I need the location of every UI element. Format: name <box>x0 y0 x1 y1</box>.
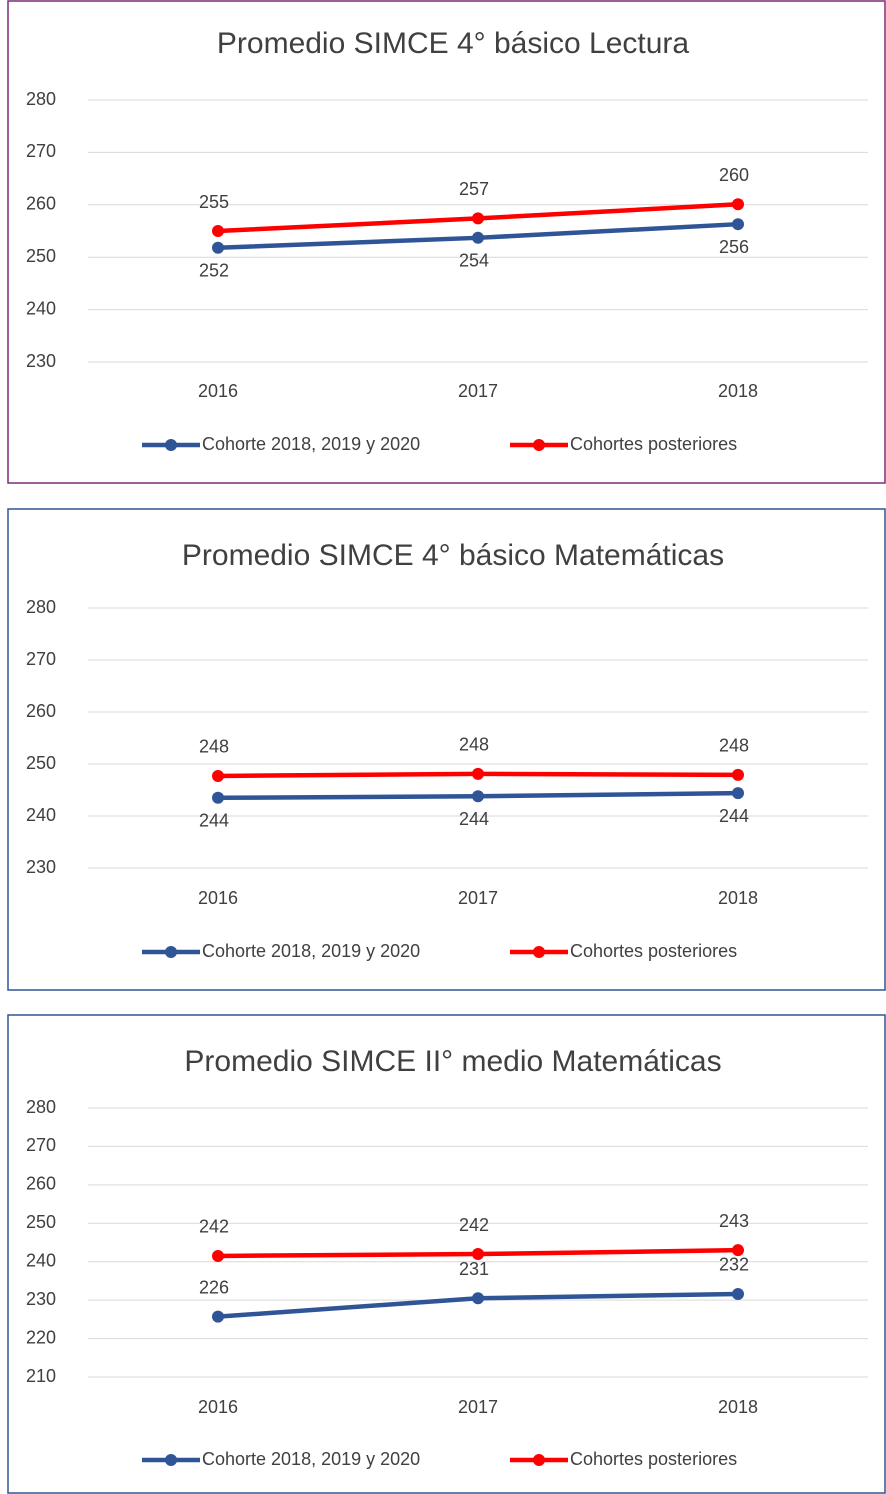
point <box>212 1249 224 1262</box>
point <box>212 241 224 254</box>
legend-marker <box>165 946 177 958</box>
legend-marker <box>165 439 177 451</box>
point <box>732 198 744 211</box>
x-tick-label: 2017 <box>458 1397 498 1417</box>
point <box>212 225 224 237</box>
y-tick-label: 230 <box>26 351 56 371</box>
point <box>472 1292 484 1305</box>
point <box>212 791 224 804</box>
y-tick-label: 240 <box>26 298 56 318</box>
y-tick-label: 280 <box>26 1097 56 1117</box>
point <box>212 1310 224 1323</box>
legend-label: Cohortes posteriores <box>570 434 737 454</box>
point <box>472 212 484 225</box>
x-tick-label: 2017 <box>458 888 498 908</box>
data-label: 254 <box>459 251 489 271</box>
x-tick-label: 2016 <box>198 888 238 908</box>
y-tick-label: 280 <box>26 89 56 109</box>
data-label: 257 <box>459 179 489 199</box>
data-label: 252 <box>199 261 229 281</box>
y-tick-label: 240 <box>26 1250 56 1270</box>
y-tick-label: 250 <box>26 246 56 266</box>
point <box>732 218 744 231</box>
point <box>732 768 744 781</box>
legend-label: Cohorte 2018, 2019 y 2020 <box>202 434 420 454</box>
y-tick-label: 250 <box>26 1212 56 1232</box>
chart-title: Promedio SIMCE 4° básico Matemáticas <box>182 539 724 572</box>
x-tick-label: 2018 <box>718 1397 758 1417</box>
data-label: 260 <box>719 165 749 185</box>
data-label: 248 <box>719 736 749 756</box>
point <box>472 767 484 780</box>
x-tick-label: 2017 <box>458 381 498 401</box>
data-label: 255 <box>199 192 229 212</box>
chart-border <box>7 508 886 991</box>
data-label: 226 <box>199 1277 229 1297</box>
legend-marker <box>165 1454 177 1466</box>
y-tick-label: 240 <box>26 805 56 825</box>
data-label: 242 <box>199 1217 229 1237</box>
point <box>732 787 744 800</box>
legend-label: Cohorte 2018, 2019 y 2020 <box>202 1449 420 1469</box>
data-label: 244 <box>459 809 489 829</box>
legend-marker <box>533 439 545 451</box>
y-tick-label: 260 <box>26 701 56 721</box>
data-label: 248 <box>459 735 489 755</box>
y-tick-label: 270 <box>26 1135 56 1155</box>
data-label: 232 <box>719 1255 749 1275</box>
data-label: 242 <box>459 1215 489 1235</box>
x-tick-label: 2016 <box>198 1397 238 1417</box>
x-tick-label: 2016 <box>198 381 238 401</box>
y-tick-label: 270 <box>26 649 56 669</box>
y-tick-label: 220 <box>26 1327 56 1347</box>
y-tick-label: 280 <box>26 597 56 617</box>
y-tick-label: 270 <box>26 141 56 161</box>
data-label: 248 <box>199 737 229 757</box>
data-label: 231 <box>459 1259 489 1279</box>
chart-border <box>7 0 886 484</box>
legend-marker <box>533 946 545 958</box>
point <box>732 1244 744 1257</box>
legend-label: Cohortes posteriores <box>570 1449 737 1469</box>
y-tick-label: 210 <box>26 1366 56 1386</box>
x-tick-label: 2018 <box>718 888 758 908</box>
point <box>472 1248 484 1261</box>
data-label: 256 <box>719 237 749 257</box>
y-tick-label: 260 <box>26 1174 56 1194</box>
y-tick-label: 230 <box>26 857 56 877</box>
chart-title: Promedio SIMCE II° medio Matemáticas <box>184 1045 721 1078</box>
x-tick-label: 2018 <box>718 381 758 401</box>
data-label: 243 <box>719 1211 749 1231</box>
data-label: 244 <box>719 806 749 826</box>
chart-border <box>7 1014 886 1494</box>
chart-title: Promedio SIMCE 4° básico Lectura <box>217 27 690 60</box>
y-tick-label: 230 <box>26 1289 56 1309</box>
point <box>472 790 484 803</box>
point <box>732 1287 744 1300</box>
y-tick-label: 250 <box>26 753 56 773</box>
legend-marker <box>533 1454 545 1466</box>
legend-label: Cohortes posteriores <box>570 941 737 961</box>
legend-label: Cohorte 2018, 2019 y 2020 <box>202 941 420 961</box>
point <box>212 769 224 782</box>
data-label: 244 <box>199 811 229 831</box>
y-tick-label: 260 <box>26 194 56 214</box>
point <box>472 231 484 244</box>
